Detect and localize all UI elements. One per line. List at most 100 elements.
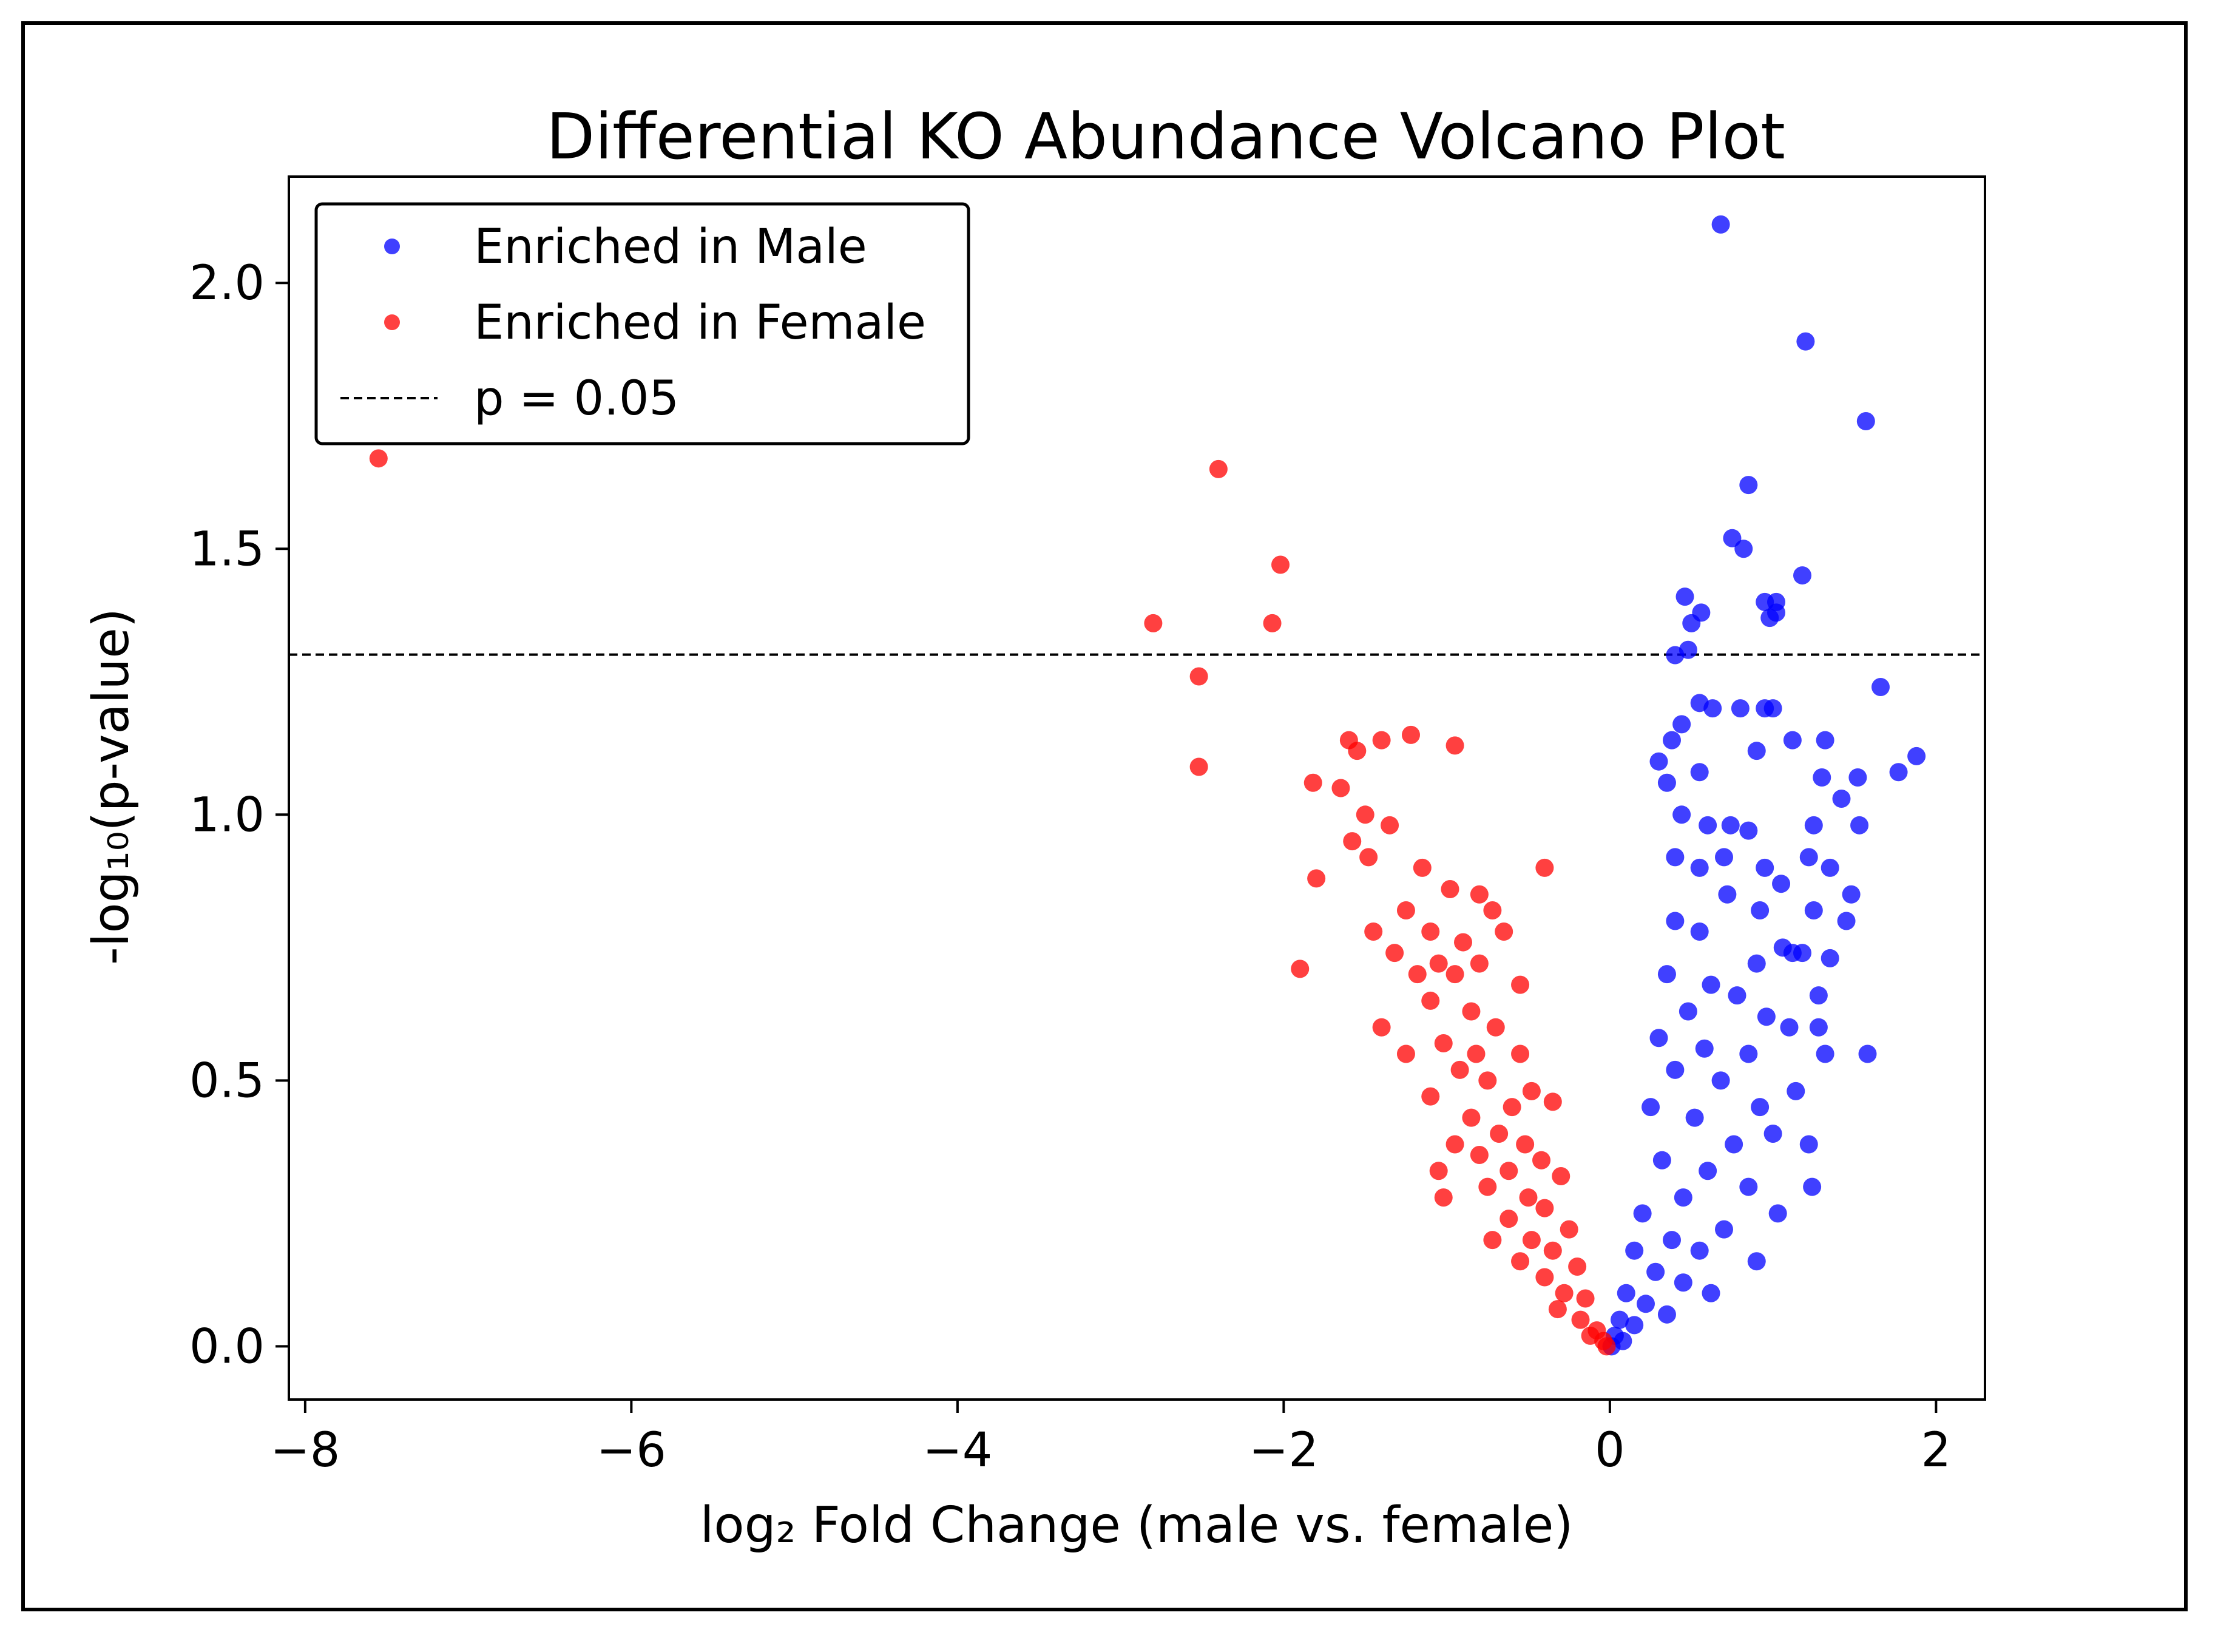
male-point	[1695, 1039, 1714, 1058]
male-point	[1821, 858, 1839, 877]
female-point	[1519, 1188, 1538, 1207]
female-point	[1421, 1087, 1440, 1106]
male-point	[1799, 1135, 1818, 1154]
male-point	[1703, 699, 1722, 718]
legend-label-threshold: p = 0.05	[474, 371, 679, 426]
male-point	[1739, 1177, 1758, 1196]
female-point	[1500, 1162, 1518, 1180]
male-point	[1711, 215, 1730, 234]
female-point	[1511, 1044, 1530, 1063]
male-point	[1768, 1204, 1787, 1223]
female-point	[1511, 975, 1530, 994]
male-point	[1690, 858, 1709, 877]
male-point	[1666, 848, 1685, 867]
male-point	[1832, 790, 1851, 808]
male-point	[1780, 1018, 1799, 1037]
female-point	[1441, 879, 1459, 898]
x-tick-label: −2	[1249, 1423, 1319, 1478]
female-point	[1522, 1231, 1541, 1250]
male-point	[1625, 1316, 1644, 1335]
female-point	[1483, 901, 1502, 919]
male-point	[1666, 912, 1685, 930]
female-point	[1503, 1098, 1521, 1117]
female-point	[1429, 954, 1448, 973]
female-point	[1483, 1231, 1502, 1250]
axis-ticks: −8 −6 −4 −2 0 2 0.0 0.5 1.0 1.5 2.0	[189, 256, 1951, 1478]
male-point	[1816, 731, 1834, 750]
female-point	[1445, 1135, 1464, 1154]
female-point	[1576, 1289, 1595, 1308]
female-point	[1500, 1210, 1518, 1228]
male-point	[1690, 763, 1709, 782]
male-point	[1799, 848, 1818, 867]
x-tick-label: −6	[597, 1423, 666, 1478]
male-point	[1809, 986, 1828, 1005]
female-point	[1331, 779, 1350, 797]
male-point	[1728, 986, 1746, 1005]
legend-marker-male	[384, 239, 400, 254]
x-axis-label: log₂ Fold Change (male vs. female)	[700, 1497, 1574, 1554]
female-point	[1535, 1268, 1554, 1287]
male-point	[1646, 1262, 1665, 1281]
legend: Enriched in Male Enriched in Female p = …	[314, 202, 970, 445]
male-point	[1625, 1241, 1644, 1260]
female-point	[1462, 1108, 1481, 1127]
male-point	[1672, 805, 1691, 824]
female-point	[1532, 1151, 1550, 1170]
female-point	[1467, 1044, 1486, 1063]
male-point	[1751, 901, 1770, 919]
male-point	[1816, 1044, 1834, 1063]
male-point	[1813, 768, 1831, 787]
male-point	[1767, 603, 1785, 622]
male-point	[1617, 1284, 1635, 1302]
female-point	[1364, 922, 1383, 941]
male-point	[1652, 1151, 1671, 1170]
female-point	[1462, 1002, 1481, 1021]
female-point	[369, 449, 388, 468]
male-point	[1699, 1162, 1717, 1180]
female-point	[1396, 901, 1415, 919]
female-point	[1421, 922, 1440, 941]
female-point	[1343, 832, 1362, 851]
x-tick-label: 2	[1921, 1423, 1952, 1478]
male-point	[1663, 1231, 1681, 1250]
female-point	[1552, 1167, 1571, 1186]
female-point	[1511, 1252, 1530, 1271]
male-point	[1837, 912, 1856, 930]
male-point	[1804, 901, 1823, 919]
female-point	[1478, 1071, 1497, 1090]
male-point	[1842, 885, 1861, 904]
female-point	[1560, 1220, 1578, 1239]
male-point	[1711, 1071, 1730, 1090]
male-point	[1723, 529, 1742, 547]
x-tick-label: 0	[1595, 1423, 1625, 1478]
male-point	[1809, 1018, 1828, 1037]
female-point	[1381, 816, 1399, 834]
male-point	[1666, 646, 1685, 665]
male-point	[1611, 1310, 1629, 1329]
female-point	[1263, 614, 1282, 632]
male-point	[1725, 1135, 1743, 1154]
female-point	[1421, 991, 1440, 1010]
female-point	[1189, 757, 1208, 776]
female-point	[1144, 614, 1163, 632]
male-point	[1848, 768, 1867, 787]
female-point	[1486, 1018, 1505, 1037]
x-tick-label: −4	[922, 1423, 992, 1478]
male-point	[1734, 540, 1753, 558]
male-point	[1715, 1220, 1733, 1239]
female-point	[1209, 459, 1228, 478]
male-point	[1747, 742, 1766, 760]
male-point	[1633, 1204, 1652, 1223]
male-point	[1763, 1124, 1782, 1143]
female-point	[1522, 1082, 1541, 1100]
male-point	[1672, 715, 1691, 734]
female-point	[1450, 1060, 1469, 1079]
female-point	[1385, 944, 1404, 963]
female-point	[1548, 1300, 1567, 1319]
male-point	[1682, 614, 1701, 632]
male-point	[1772, 875, 1791, 893]
female-point	[1271, 555, 1290, 574]
male-point	[1739, 476, 1758, 495]
male-point	[1674, 1188, 1692, 1207]
